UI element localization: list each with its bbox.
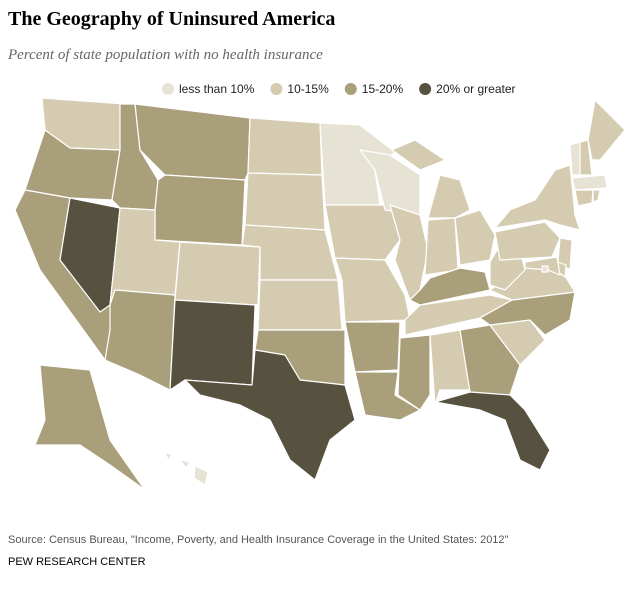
state bbox=[179, 459, 191, 469]
state bbox=[324, 204, 401, 261]
state bbox=[494, 221, 561, 261]
state bbox=[154, 174, 246, 246]
credit: PEW RESEARCH CENTER bbox=[8, 556, 146, 568]
legend-swatch bbox=[162, 83, 174, 95]
state bbox=[59, 197, 121, 313]
state bbox=[494, 164, 581, 231]
state bbox=[257, 279, 343, 331]
state bbox=[592, 189, 601, 203]
legend: less than 10% 10-15% 15-20% 20% or greater bbox=[162, 82, 516, 96]
legend-label: 10-15% bbox=[287, 82, 329, 96]
state bbox=[557, 237, 573, 271]
state bbox=[569, 141, 581, 176]
state bbox=[174, 241, 261, 306]
state bbox=[391, 139, 446, 171]
state bbox=[397, 334, 431, 411]
legend-swatch bbox=[344, 83, 357, 95]
state bbox=[579, 139, 593, 176]
state bbox=[571, 174, 608, 191]
state bbox=[34, 364, 146, 491]
legend-swatch bbox=[419, 83, 432, 95]
state bbox=[427, 174, 471, 219]
state bbox=[541, 265, 549, 273]
title: The Geography of Uninsured America bbox=[8, 8, 336, 30]
state bbox=[184, 349, 356, 481]
source: Source: Census Bureau, "Income, Poverty,… bbox=[8, 534, 509, 546]
legend-label: 20% or greater bbox=[436, 82, 515, 96]
state bbox=[409, 267, 491, 306]
state bbox=[193, 465, 209, 486]
state bbox=[587, 99, 626, 161]
state bbox=[104, 289, 176, 391]
state bbox=[424, 217, 459, 276]
state bbox=[434, 391, 551, 471]
states bbox=[14, 97, 626, 491]
state bbox=[134, 103, 251, 181]
state bbox=[247, 117, 323, 176]
state bbox=[459, 324, 521, 396]
map: less than 10% 10-15% 15-20% 20% or greater bbox=[14, 82, 626, 491]
subtitle: Percent of state population with no heal… bbox=[8, 47, 323, 63]
state bbox=[169, 299, 256, 391]
legend-label: less than 10% bbox=[179, 82, 255, 96]
state bbox=[454, 209, 496, 266]
legend-label: 15-20% bbox=[362, 82, 404, 96]
state bbox=[244, 172, 326, 231]
legend-swatch bbox=[270, 83, 283, 95]
state bbox=[429, 329, 471, 406]
state bbox=[164, 451, 173, 461]
state bbox=[574, 189, 594, 207]
state bbox=[344, 321, 401, 373]
